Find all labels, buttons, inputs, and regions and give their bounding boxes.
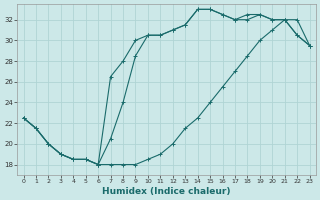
X-axis label: Humidex (Indice chaleur): Humidex (Indice chaleur) <box>102 187 231 196</box>
